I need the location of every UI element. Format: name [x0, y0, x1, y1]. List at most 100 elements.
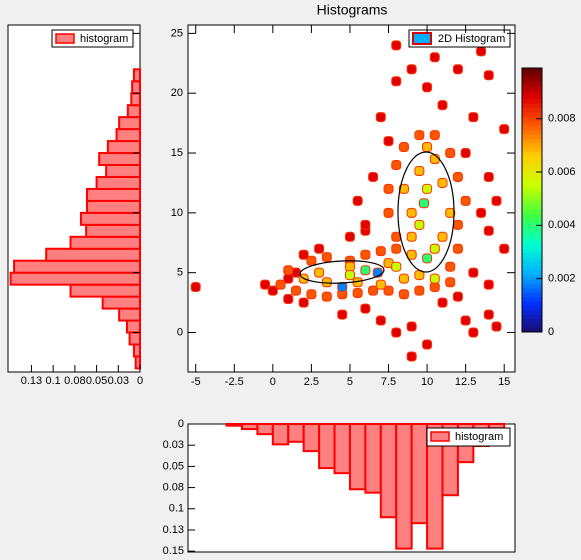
bar	[9, 271, 141, 286]
colorbar-segment	[522, 182, 542, 188]
colorbar-segment	[522, 72, 542, 78]
colorbar-segment	[522, 318, 542, 324]
cell	[491, 321, 502, 332]
colorbar-segment	[522, 129, 542, 135]
y-tick-label: 0.1	[169, 503, 184, 515]
cell	[429, 273, 440, 284]
cell	[383, 285, 394, 296]
bar	[115, 128, 142, 143]
colorbar-tick-label: 0.002	[548, 273, 576, 285]
y-tick-label: 0.05	[163, 460, 184, 472]
cell	[476, 207, 487, 218]
cell	[344, 261, 355, 272]
bar	[45, 247, 141, 262]
cell	[391, 243, 402, 254]
cell	[452, 171, 463, 182]
cell	[360, 249, 371, 260]
cell	[360, 303, 371, 314]
colorbar-segment	[522, 230, 542, 236]
cell	[375, 112, 386, 123]
colorbar-segment	[522, 257, 542, 263]
cell	[483, 225, 494, 236]
colorbar-segment	[522, 138, 542, 144]
colorbar-segment	[522, 252, 542, 258]
cell	[406, 64, 417, 75]
colorbar-segment	[522, 204, 542, 210]
cell	[418, 198, 429, 209]
cell	[267, 285, 278, 296]
bar	[130, 92, 142, 107]
cell	[437, 100, 448, 111]
colorbar-segment	[522, 261, 542, 267]
bar	[287, 423, 305, 443]
cell	[306, 255, 317, 266]
cell	[190, 282, 201, 293]
bar	[86, 187, 141, 202]
cell	[499, 243, 510, 254]
legend-swatch	[430, 431, 450, 442]
marks	[9, 40, 510, 550]
colorbar-segment	[522, 164, 542, 170]
bar	[98, 152, 141, 166]
cell	[368, 285, 379, 296]
colorbar-segment	[522, 314, 542, 320]
colorbar-segment	[522, 222, 542, 227]
bar	[69, 235, 141, 250]
cell	[406, 207, 417, 218]
colorbar-segment	[522, 248, 542, 254]
cell	[437, 177, 448, 188]
x-tick-label: 0.08	[64, 375, 85, 387]
bar	[395, 423, 413, 550]
cell	[368, 171, 379, 182]
colorbar-segment	[522, 125, 542, 131]
cell	[429, 130, 440, 141]
x-tick-label: 0	[270, 376, 276, 388]
colorbar-segment	[522, 239, 542, 245]
cell	[360, 219, 371, 230]
colorbar-tick-label: 0.008	[548, 113, 576, 125]
cell	[452, 219, 463, 230]
cell	[445, 148, 456, 159]
cell	[483, 70, 494, 81]
cell	[414, 165, 425, 176]
cell	[275, 279, 286, 290]
colorbar-segment	[522, 266, 542, 271]
cell	[352, 195, 363, 206]
bar	[256, 423, 274, 436]
x-tick-label: 0.05	[86, 375, 107, 387]
bar	[271, 423, 290, 446]
x-tick-label: -5	[191, 376, 201, 388]
chart-title: Histograms	[317, 2, 388, 18]
legend-box	[408, 29, 511, 48]
cell	[414, 130, 425, 141]
cell	[337, 282, 348, 293]
legend-label: histogram	[80, 33, 128, 45]
x-tick-label: 7.5	[381, 376, 396, 388]
cell	[491, 195, 502, 206]
cell	[290, 285, 301, 296]
cell	[306, 289, 317, 300]
colorbar-segment	[522, 142, 542, 148]
bar	[126, 104, 141, 119]
colorbar-segment	[522, 85, 542, 91]
colorbar-segment	[522, 90, 542, 95]
bar	[118, 307, 142, 322]
cell	[406, 249, 417, 260]
cell	[406, 231, 417, 242]
center-plot-frame	[187, 24, 516, 373]
cell	[437, 231, 448, 242]
colorbar-segment	[522, 292, 542, 298]
colorbar-segment	[522, 76, 542, 82]
y-tick-label: 0.03	[163, 439, 184, 451]
cell	[414, 219, 425, 230]
colorbar-segment	[522, 156, 542, 161]
bar	[131, 80, 141, 95]
colorbar-segment	[522, 200, 542, 205]
cell	[375, 279, 386, 290]
cell	[398, 183, 409, 194]
cell	[398, 273, 409, 284]
colorbar-segment	[522, 169, 542, 175]
x-tick-label: 0.13	[21, 375, 42, 387]
